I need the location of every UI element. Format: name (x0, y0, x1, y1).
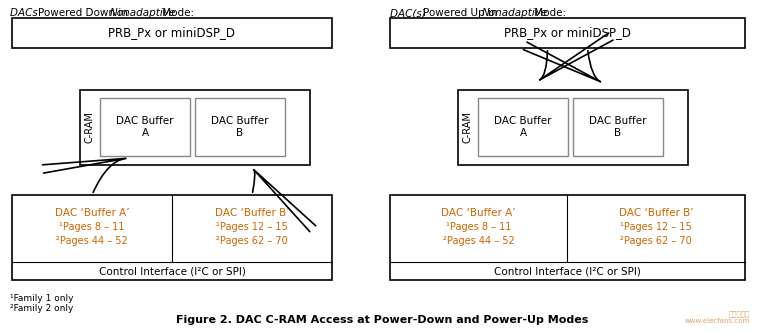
Text: DAC ‘Buffer A’: DAC ‘Buffer A’ (55, 208, 129, 218)
Text: DAC Buffer
B: DAC Buffer B (212, 116, 269, 138)
Bar (390, 18, 745, 48)
Text: 电子发烧友
www.elecfans.com: 电子发烧友 www.elecfans.com (685, 310, 750, 324)
Text: ²Pages 62 – 70: ²Pages 62 – 70 (216, 236, 288, 246)
Text: ¹Pages 8 – 11: ¹Pages 8 – 11 (446, 222, 511, 232)
Text: Control Interface (I²C or SPI): Control Interface (I²C or SPI) (99, 266, 245, 276)
Bar (12, 195, 332, 280)
Text: Mode:: Mode: (531, 8, 566, 18)
Text: DAC ‘Buffer B’: DAC ‘Buffer B’ (619, 208, 694, 218)
Text: DAC Buffer
B: DAC Buffer B (589, 116, 647, 138)
Text: ¹Pages 12 – 15: ¹Pages 12 – 15 (620, 222, 692, 232)
Text: Powered Down in: Powered Down in (38, 8, 131, 18)
Text: DAC Buffer
A: DAC Buffer A (494, 116, 552, 138)
Text: DACs: DACs (10, 8, 41, 18)
Text: DAC Buffer
A: DAC Buffer A (116, 116, 173, 138)
Text: Nonadaptive: Nonadaptive (110, 8, 176, 18)
Text: Nonadaptive: Nonadaptive (482, 8, 549, 18)
Text: ¹Family 1 only: ¹Family 1 only (10, 294, 73, 303)
Text: Figure 2. DAC C-RAM Access at Power-Down and Power-Up Modes: Figure 2. DAC C-RAM Access at Power-Down… (176, 315, 588, 325)
Bar (458, 90, 688, 165)
Text: DAC ‘Buffer B’: DAC ‘Buffer B’ (215, 208, 290, 218)
Bar (100, 98, 190, 156)
Bar (390, 195, 745, 280)
Text: ¹Pages 8 – 11: ¹Pages 8 – 11 (60, 222, 125, 232)
Bar (478, 98, 568, 156)
Text: Mode:: Mode: (159, 8, 194, 18)
Text: Powered Up in: Powered Up in (423, 8, 500, 18)
Text: ²Pages 44 – 52: ²Pages 44 – 52 (56, 236, 128, 246)
Text: DAC(s): DAC(s) (390, 8, 429, 18)
Text: PRB_Px or miniDSP_D: PRB_Px or miniDSP_D (108, 26, 235, 39)
Text: ²Family 2 only: ²Family 2 only (10, 304, 73, 313)
Bar (12, 18, 332, 48)
Bar (573, 98, 663, 156)
Text: PRB_Px or miniDSP_D: PRB_Px or miniDSP_D (504, 26, 631, 39)
Bar (80, 90, 310, 165)
Text: DAC ‘Buffer A’: DAC ‘Buffer A’ (442, 208, 516, 218)
Text: Control Interface (I²C or SPI): Control Interface (I²C or SPI) (494, 266, 641, 276)
Text: C-RAM: C-RAM (463, 112, 473, 143)
Text: ¹Pages 12 – 15: ¹Pages 12 – 15 (216, 222, 288, 232)
Text: C-RAM: C-RAM (85, 112, 95, 143)
Text: ²Pages 44 – 52: ²Pages 44 – 52 (443, 236, 515, 246)
Bar (195, 98, 285, 156)
Text: ²Pages 62 – 70: ²Pages 62 – 70 (620, 236, 692, 246)
